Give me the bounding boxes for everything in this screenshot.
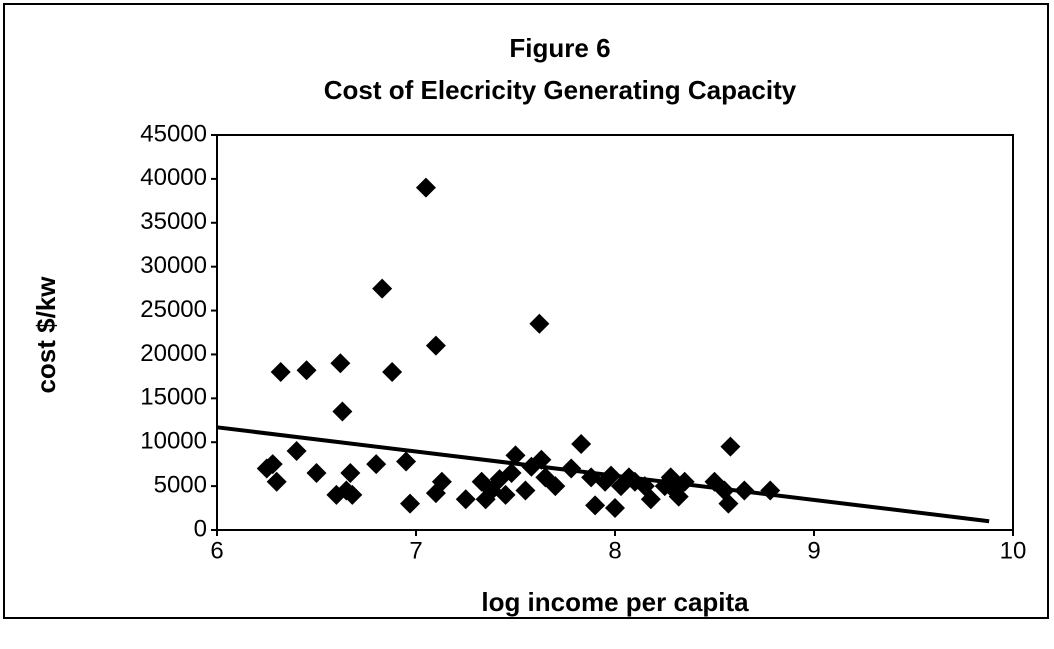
data-point bbox=[262, 454, 283, 475]
data-point bbox=[545, 476, 566, 497]
data-point bbox=[585, 495, 606, 516]
data-point bbox=[270, 362, 291, 382]
data-point bbox=[342, 484, 363, 505]
x-axis-label: log income per capita bbox=[481, 587, 749, 617]
data-point bbox=[571, 433, 592, 454]
data-point bbox=[640, 489, 661, 510]
data-point bbox=[400, 493, 421, 514]
chart-subtitle: Cost of Elecricity Generating Capacity bbox=[324, 75, 797, 105]
data-point bbox=[340, 462, 361, 483]
data-point bbox=[431, 471, 452, 492]
data-point bbox=[760, 480, 781, 501]
data-point bbox=[330, 353, 351, 374]
data-point bbox=[720, 436, 741, 457]
trend-line bbox=[216, 425, 990, 524]
data-point bbox=[515, 480, 536, 501]
data-point bbox=[415, 177, 436, 198]
data-point bbox=[505, 445, 526, 466]
y-tick-label: 40000 bbox=[140, 164, 207, 191]
data-point bbox=[266, 471, 287, 492]
data-point bbox=[306, 462, 327, 483]
data-point bbox=[455, 489, 476, 510]
x-tick-label: 8 bbox=[608, 537, 621, 564]
x-tick-label: 10 bbox=[1000, 537, 1027, 564]
y-tick-label: 30000 bbox=[140, 252, 207, 279]
x-tick-label: 7 bbox=[409, 537, 422, 564]
x-tick-label: 9 bbox=[807, 537, 820, 564]
data-point bbox=[529, 313, 550, 334]
data-point bbox=[296, 360, 317, 381]
y-tick-label: 35000 bbox=[140, 208, 207, 235]
data-point bbox=[396, 451, 417, 472]
y-tick-label: 0 bbox=[194, 515, 207, 542]
data-point bbox=[501, 462, 522, 483]
data-point bbox=[332, 401, 353, 422]
data-point bbox=[366, 454, 387, 475]
data-point bbox=[372, 278, 393, 299]
y-axis-label: cost $/kw bbox=[31, 276, 61, 394]
y-tick-label: 45000 bbox=[140, 120, 207, 147]
data-point bbox=[668, 486, 689, 507]
y-tick-label: 5000 bbox=[154, 471, 207, 498]
chart-frame bbox=[3, 3, 1049, 619]
data-point bbox=[605, 498, 625, 519]
data-point bbox=[286, 441, 307, 461]
data-point bbox=[425, 335, 446, 356]
y-tick-label: 10000 bbox=[140, 428, 207, 455]
chart-title: Figure 6 bbox=[509, 33, 610, 63]
data-point bbox=[495, 484, 516, 505]
data-point bbox=[382, 362, 403, 382]
data-point bbox=[718, 493, 739, 514]
y-tick-label: 20000 bbox=[140, 340, 207, 367]
y-tick-label: 15000 bbox=[140, 384, 207, 411]
x-tick-label: 6 bbox=[210, 537, 223, 564]
y-tick-label: 25000 bbox=[140, 296, 207, 323]
